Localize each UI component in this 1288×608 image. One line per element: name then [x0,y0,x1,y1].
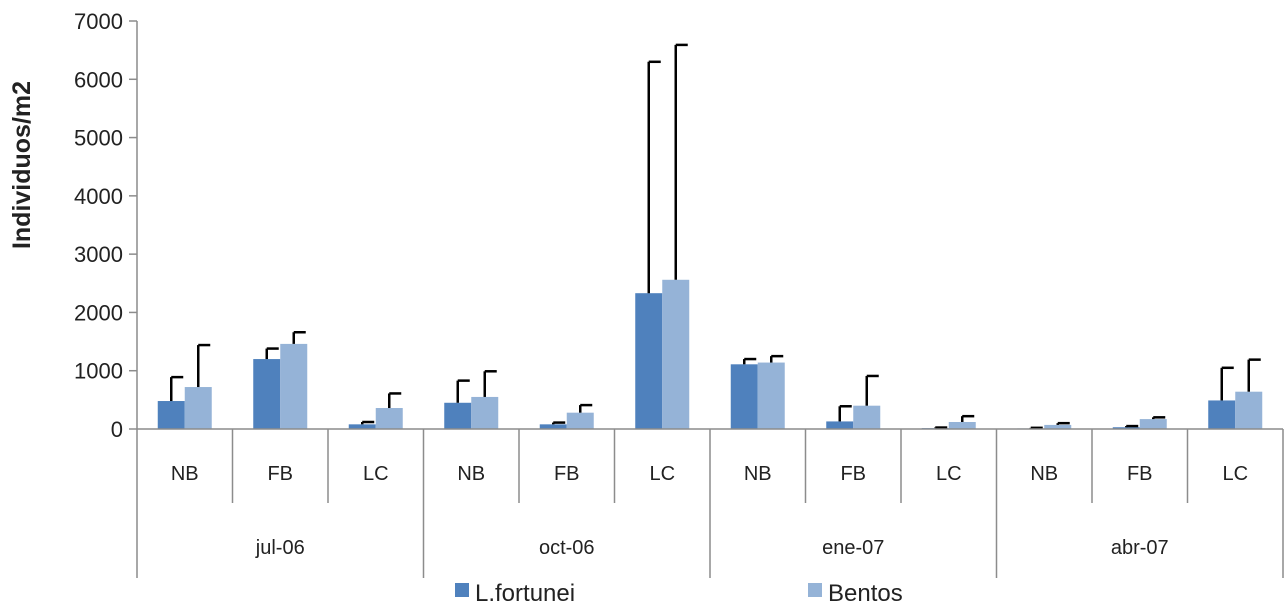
error-bar [1056,421,1070,425]
bar-bentos [566,412,594,429]
x-category-label: LC [1222,463,1248,485]
bar-bentos [1139,419,1167,429]
error-bar [361,420,375,425]
bar-l-fortunei [826,421,854,429]
x-category-label: NB [1030,463,1058,485]
error-bar [170,375,184,402]
x-category-label: NB [171,463,199,485]
x-category-label: FB [840,463,866,485]
error-bar [1247,358,1261,392]
error-bar [1152,416,1166,420]
bar-bentos [280,343,308,429]
bar-bentos [1044,424,1072,429]
x-category-label: FB [554,463,580,485]
x-group-label: abr-07 [1111,537,1169,559]
legend-l-fortunei: L.fortunei [455,580,575,607]
error-bar [483,370,497,397]
bar-bentos [662,279,690,429]
bar-bentos [375,408,403,429]
bar-l-fortunei [253,359,281,429]
bar-bentos [184,387,212,429]
error-bar [1125,424,1139,428]
y-tick-label: 0 [111,417,123,442]
error-bar [647,60,661,294]
legend-swatch [808,583,822,597]
error-bar [770,354,784,363]
error-bar [743,357,757,365]
bar-bentos [1235,391,1263,429]
bar-l-fortunei [730,364,758,429]
error-bar [838,405,852,422]
x-category-label: LC [936,463,962,485]
y-tick-label: 4000 [74,184,123,209]
legend-swatch [455,583,469,597]
error-bar [552,421,566,425]
bar-bentos [948,422,976,429]
legend-label: Bentos [828,580,903,607]
y-axis: 0 1000 2000 3000 4000 5000 6000 7000 [74,9,138,442]
x-category-label: LC [649,463,675,485]
error-bar [265,347,279,360]
error-bar [456,379,470,403]
x-group-label: ene-07 [822,537,884,559]
x-category-label: NB [744,463,772,485]
error-bar [292,330,306,344]
x-category-label: NB [457,463,485,485]
bar-l-fortunei [539,424,567,429]
error-bar [674,43,688,280]
bar-l-fortunei [444,402,472,429]
error-bar [1220,366,1234,401]
y-tick-label: 3000 [74,242,123,267]
error-bar [197,343,211,388]
error-bar [865,374,879,406]
bar-bentos [757,362,785,429]
legend-label: L.fortunei [475,580,575,607]
legend: L.fortunei Bentos [455,580,903,607]
bar-l-fortunei [1208,400,1236,429]
bar-bentos [853,405,881,429]
y-tick-label: 5000 [74,126,123,151]
error-bar [934,426,948,429]
bar-l-fortunei [348,424,376,429]
x-group-label: jul-06 [255,537,305,559]
x-axis: NB FB LC NB FB LC NB FB LC NB FB LC jul-06 oct-06 ene-… [136,428,1284,578]
y-axis-title: Individuos/m2 [8,81,36,249]
legend-bentos: Bentos [808,580,903,607]
bar-series [157,279,1263,429]
x-category-label: FB [1127,463,1153,485]
bar-l-fortunei [157,401,185,429]
bar-l-fortunei [1112,427,1140,429]
y-tick-label: 1000 [74,359,123,384]
bar-l-fortunei [635,293,663,429]
error-bar [388,392,402,409]
x-category-label: FB [267,463,293,485]
y-tick-label: 7000 [74,9,123,34]
x-group-label: oct-06 [539,537,595,559]
x-category-label: LC [363,463,389,485]
y-tick-label: 6000 [74,67,123,92]
error-bars [170,43,1261,430]
bar-bentos [471,396,499,429]
error-bar [961,414,975,423]
y-tick-label: 2000 [74,300,123,325]
error-bar [579,403,593,413]
